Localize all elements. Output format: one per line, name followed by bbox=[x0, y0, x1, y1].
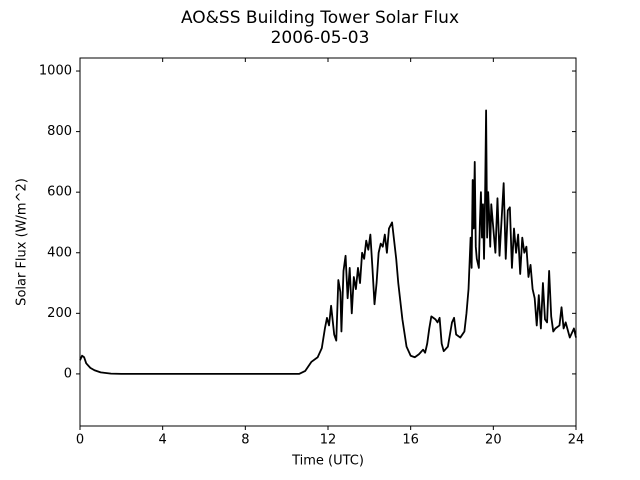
x-tick-label: 0 bbox=[76, 433, 84, 448]
x-tick-label: 8 bbox=[241, 433, 249, 448]
x-tick-label: 12 bbox=[320, 433, 337, 448]
y-tick-label: 400 bbox=[47, 245, 72, 260]
chart-subtitle: 2006-05-03 bbox=[271, 28, 370, 48]
x-tick-label: 20 bbox=[485, 433, 502, 448]
y-tick-label: 1000 bbox=[39, 64, 72, 79]
x-axis-label: Time (UTC) bbox=[291, 454, 364, 469]
data-line bbox=[79, 109, 577, 375]
x-tick-label: 24 bbox=[568, 433, 585, 448]
y-tick-label: 200 bbox=[47, 306, 72, 321]
y-tick-label: 0 bbox=[64, 366, 72, 381]
x-tick-label: 16 bbox=[402, 433, 419, 448]
y-tick-label: 600 bbox=[47, 185, 72, 200]
chart-title: AO&SS Building Tower Solar Flux bbox=[181, 8, 459, 28]
y-axis-label: Solar Flux (W/m^2) bbox=[15, 178, 30, 306]
x-tick-label: 4 bbox=[159, 433, 167, 448]
y-tick-label: 800 bbox=[47, 124, 72, 139]
